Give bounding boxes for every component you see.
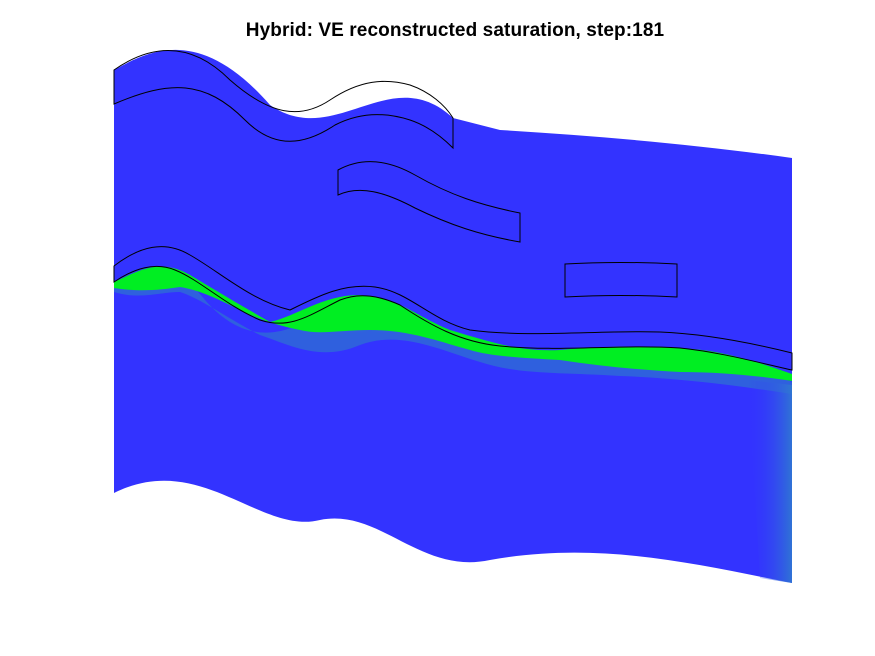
caprock-layer-outline	[113, 246, 793, 371]
top-seal-layer-outline	[113, 50, 454, 150]
plot-title: Hybrid: VE reconstructed saturation, ste…	[245, 20, 665, 41]
co2-plume	[114, 266, 792, 381]
right-lens-outline	[564, 262, 678, 298]
middle-lens-outline	[337, 161, 521, 243]
domain-region	[114, 49, 792, 583]
right-edge-gradient	[748, 380, 792, 583]
